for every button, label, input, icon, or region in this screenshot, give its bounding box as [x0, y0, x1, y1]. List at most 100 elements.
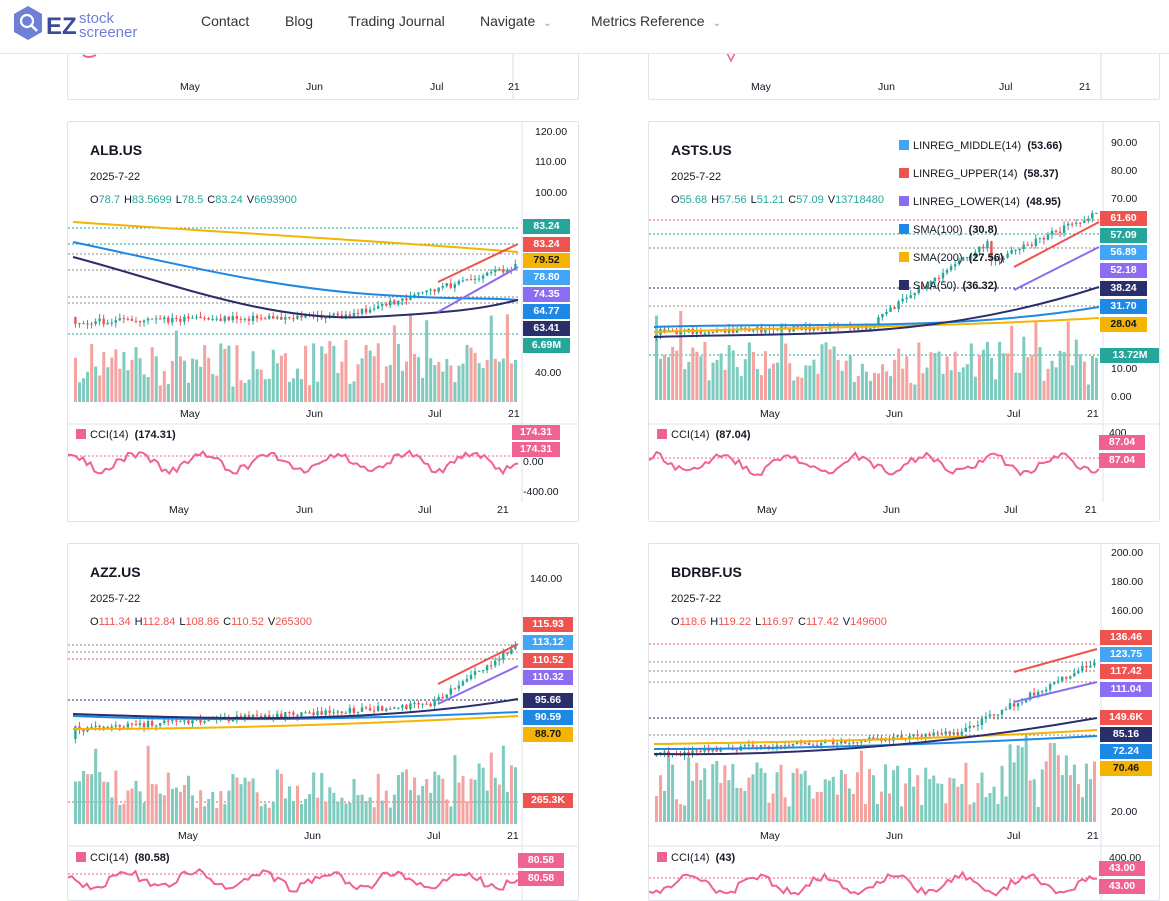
volume-bar	[659, 358, 663, 400]
volume-bar	[848, 355, 852, 400]
volume-bar	[368, 350, 372, 402]
volume-bar	[972, 802, 976, 822]
candle-body	[150, 318, 154, 320]
candle-body	[864, 740, 867, 742]
volume-bar	[199, 366, 203, 402]
volume-bar	[199, 790, 203, 824]
nav-blog[interactable]: Blog	[285, 13, 314, 29]
volume-bar	[421, 377, 425, 402]
month-label: Jun	[886, 408, 903, 420]
candle-body	[506, 269, 509, 273]
volume-bar	[779, 764, 783, 822]
price-chart[interactable]	[649, 544, 1160, 901]
nav-trading-journal[interactable]: Trading Journal	[348, 13, 445, 29]
volume-bar	[219, 343, 223, 402]
price-tag: 38.24	[1100, 281, 1147, 296]
volume-bar	[223, 348, 227, 402]
volume-bar	[336, 801, 340, 824]
volume-bar	[219, 791, 223, 824]
volume-bar	[191, 795, 195, 824]
volume-bar	[78, 781, 82, 824]
candle-body	[1057, 680, 1060, 682]
volume-bar	[699, 779, 703, 822]
indicator-line	[72, 221, 519, 253]
volume-bar	[711, 764, 715, 822]
candle-body	[655, 754, 658, 756]
candle-body	[110, 726, 113, 728]
volume-bar	[791, 772, 795, 822]
price-chart[interactable]	[68, 122, 579, 522]
volume-bar	[892, 770, 896, 822]
volume-bar	[839, 769, 843, 822]
candle-body	[836, 743, 839, 745]
volume-bar	[130, 359, 134, 402]
candle-body	[320, 711, 323, 715]
price-tag: 123.75	[1100, 647, 1152, 662]
indicator-line	[653, 306, 1100, 328]
ticker-title: ASTS.US	[671, 142, 732, 158]
candle-body	[74, 317, 77, 324]
ohlc-readout: O55.68 H57.56 L51.21 C57.09 V13718480	[671, 194, 885, 206]
volume-bar	[433, 365, 437, 402]
volume-bar	[513, 360, 517, 402]
volume-bar	[360, 794, 364, 824]
candle-body	[996, 714, 1000, 716]
volume-bar	[679, 804, 683, 822]
volume-bar	[348, 802, 352, 824]
volume-bar	[328, 341, 332, 402]
candle-body	[429, 703, 432, 706]
volume-bar	[300, 379, 304, 402]
candle-body	[893, 307, 896, 310]
volume-bar	[86, 774, 90, 824]
candle-body	[288, 712, 291, 714]
volume-bar	[985, 341, 990, 400]
volume-bar	[146, 745, 150, 824]
ez-logo[interactable]: EZ stock screener	[8, 4, 158, 44]
volume-bar	[683, 369, 687, 400]
nav-metrics-reference[interactable]: Metrics Reference ⌄	[591, 13, 721, 32]
candle-body	[146, 318, 150, 321]
chart-panel-asts[interactable]: ASTS.US 2025-7-22 O55.68 H57.56 L51.21 C57.…	[648, 121, 1160, 522]
candle-body	[972, 725, 976, 727]
indicator-legend-linreg-upper: LINREG_UPPER(14) (58.37)	[899, 168, 1059, 180]
candle-body	[425, 703, 428, 705]
volume-bar	[162, 795, 166, 824]
volume-bar	[231, 773, 235, 824]
month-label: May	[180, 408, 200, 420]
volume-bar	[920, 805, 924, 822]
indicator-line	[1013, 648, 1098, 673]
price-tag: 78.80	[523, 270, 570, 285]
volume-bar	[485, 790, 489, 824]
volume-bar	[703, 341, 707, 400]
volume-bar	[800, 377, 804, 400]
volume-bar	[1016, 745, 1020, 822]
volume-bar	[872, 372, 876, 400]
month-label: Jun	[296, 504, 313, 516]
nav-contact[interactable]: Contact	[201, 13, 250, 29]
candle-body	[896, 735, 899, 737]
price-axis-label: 10.00	[1111, 363, 1138, 375]
candle-body	[380, 304, 384, 306]
volume-bar	[1084, 763, 1088, 822]
candle-body	[372, 710, 376, 712]
volume-bar	[984, 797, 988, 822]
month-label: Jul	[1007, 830, 1021, 842]
volume-bar	[820, 344, 824, 400]
candle-body	[251, 315, 255, 321]
price-chart[interactable]	[68, 544, 579, 901]
nav-navigate[interactable]: Navigate ⌄	[480, 13, 552, 32]
month-label: May	[751, 81, 771, 93]
candle-body	[663, 751, 666, 753]
chevron-down-icon: ⌄	[543, 18, 552, 29]
chart-panel-bdrbf[interactable]: BDRBF.US 2025-7-22 O118.6 H119.22 L116.97 C…	[648, 543, 1160, 901]
chart-panel-alb[interactable]: ALB.US 2025-7-22 O78.7 H83.5699 L78.5 C83.2…	[67, 121, 579, 522]
candle-body	[417, 292, 420, 295]
candle-body	[465, 679, 469, 682]
candle-body	[457, 280, 461, 285]
volume-bar	[1000, 765, 1004, 822]
chart-panel-azz[interactable]: AZZ.US 2025-7-22 O111.34 H112.84 L108.86 C1…	[67, 543, 579, 901]
candle-body	[691, 750, 694, 754]
volume-bar	[787, 806, 791, 822]
price-chart[interactable]	[649, 122, 1160, 522]
candle-body	[925, 285, 929, 289]
